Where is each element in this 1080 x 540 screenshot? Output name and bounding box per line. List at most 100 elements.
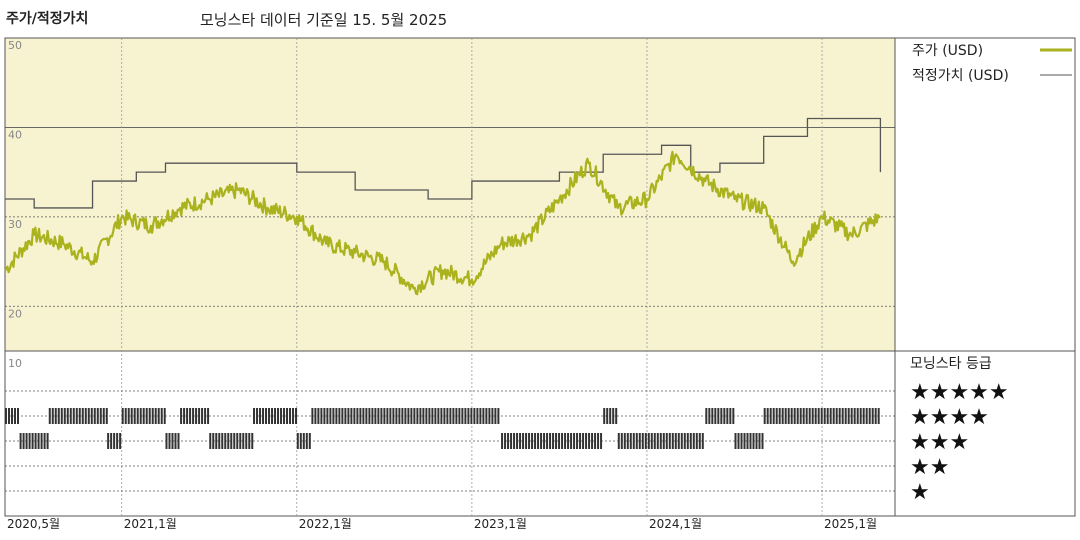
rating-bar-tick (251, 433, 254, 449)
rating-bar-tick (99, 408, 102, 424)
rating-bar-tick (320, 408, 323, 424)
rating-bar-tick (335, 408, 338, 424)
rating-bar-tick (555, 433, 558, 449)
rating-bar-tick (365, 408, 368, 424)
rating-bar-tick (467, 408, 470, 424)
rating-bar-tick (428, 408, 431, 424)
rating-bar-tick (299, 433, 302, 449)
rating-bar-tick (163, 408, 166, 424)
rating-bar-tick (392, 408, 395, 424)
rating-bar-tick (740, 433, 743, 449)
star-level-label: ★★ (910, 455, 949, 480)
rating-bar-tick (749, 433, 752, 449)
rating-bar-tick (440, 408, 443, 424)
rating-bar-tick (567, 433, 570, 449)
rating-bar-tick (274, 408, 277, 424)
rating-bar-tick (680, 433, 683, 449)
rating-bar-tick (145, 408, 148, 424)
rating-bar-tick (772, 408, 775, 424)
rating-bar-tick (277, 408, 280, 424)
rating-bar-tick (245, 433, 248, 449)
rating-bar-tick (769, 408, 772, 424)
rating-bar-tick (479, 408, 482, 424)
rating-bar-tick (588, 433, 591, 449)
x-tick-label: 2020,5월 (7, 517, 60, 531)
rating-bar-tick (368, 408, 371, 424)
rating-bar-tick (171, 433, 174, 449)
rating-bar-tick (820, 408, 823, 424)
rating-bar-tick (612, 408, 615, 424)
rating-bar-tick (552, 433, 555, 449)
rating-bar-tick (81, 408, 84, 424)
rating-bar-tick (230, 433, 233, 449)
rating-bar-tick (410, 408, 413, 424)
rating-bar-tick (431, 408, 434, 424)
rating-bar-tick (413, 408, 416, 424)
rating-bar-tick (443, 408, 446, 424)
rating-bar-tick (464, 408, 467, 424)
rating-bar-tick (686, 433, 689, 449)
rating-bar-tick (698, 433, 701, 449)
rating-bar-tick (537, 433, 540, 449)
rating-bar-tick (344, 408, 347, 424)
rating-bar-tick (416, 408, 419, 424)
rating-bar-tick (119, 433, 122, 449)
rating-bar-tick (638, 433, 641, 449)
rating-bar-tick (513, 433, 516, 449)
rating-bar-tick (752, 433, 755, 449)
price-line (4, 150, 881, 296)
rating-bar-tick (564, 433, 567, 449)
rating-bar-tick (597, 433, 600, 449)
rating-bar-tick (168, 433, 171, 449)
star-level-label: ★★★★ (910, 405, 989, 430)
rating-bar-tick (189, 408, 192, 424)
rating-scale-label: 10 (8, 357, 22, 370)
rating-bar-tick (259, 408, 262, 424)
x-tick-label: 2025,1월 (824, 517, 877, 531)
rating-bar-tick (341, 408, 344, 424)
rating-bar-tick (383, 408, 386, 424)
rating-bar-tick (302, 433, 305, 449)
rating-bar-tick (407, 408, 410, 424)
rating-bar-tick (326, 408, 329, 424)
rating-bar-tick (256, 408, 259, 424)
rating-bar-tick (811, 408, 814, 424)
rating-bar-tick (314, 408, 317, 424)
rating-bar-tick (107, 433, 110, 449)
x-tick-label: 2024,1월 (649, 517, 702, 531)
rating-bar-tick (470, 408, 473, 424)
rating-bar-tick (96, 408, 99, 424)
y-tick-label: 40 (8, 128, 22, 141)
rating-bar-tick (647, 433, 650, 449)
rating-bar-tick (305, 433, 308, 449)
rating-bar-tick (186, 408, 189, 424)
rating-bar-tick (386, 408, 389, 424)
rating-bar-tick (659, 433, 662, 449)
star-level-labels: ★★★★★★★★★★★★★★★ (910, 380, 1009, 505)
rating-bar-tick (60, 408, 63, 424)
rating-bar-tick (236, 433, 239, 449)
rating-bar-tick (14, 408, 16, 424)
star-level-label: ★★★★★ (910, 380, 1009, 405)
rating-bar-tick (829, 408, 832, 424)
star-level-label: ★ (910, 480, 930, 505)
x-tick-label: 2022,1월 (299, 517, 352, 531)
rating-bar-tick (87, 408, 90, 424)
rating-bar-tick (656, 433, 659, 449)
rating-bar-tick (534, 433, 537, 449)
rating-bar-tick (283, 408, 286, 424)
rating-bar-tick (711, 408, 714, 424)
rating-bar-tick (558, 433, 561, 449)
rating-bar-tick (832, 408, 835, 424)
rating-bar-tick (11, 408, 13, 424)
rating-bar-tick (761, 433, 764, 449)
rating-bar-tick (142, 408, 145, 424)
rating-bar-tick (57, 408, 60, 424)
rating-bar-tick (708, 408, 711, 424)
x-tick-label: 2021,1월 (124, 517, 177, 531)
rating-bar-tick (615, 408, 618, 424)
rating-bar-tick (177, 433, 180, 449)
rating-bar-tick (262, 408, 265, 424)
rating-bar-tick (677, 433, 680, 449)
rating-bar-tick (582, 433, 585, 449)
